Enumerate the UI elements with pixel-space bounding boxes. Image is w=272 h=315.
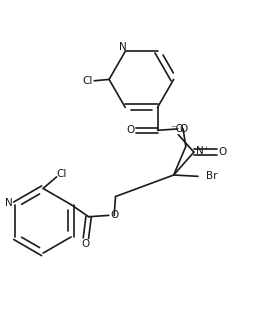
Text: O: O (179, 124, 187, 134)
Text: N: N (119, 42, 127, 52)
Text: O: O (126, 125, 134, 135)
Text: N: N (5, 198, 13, 208)
Text: Cl: Cl (57, 169, 67, 179)
Text: O: O (110, 210, 118, 220)
Text: O: O (219, 147, 227, 157)
Text: Cl: Cl (82, 76, 93, 86)
Text: Br: Br (206, 171, 218, 181)
Text: N⁺: N⁺ (196, 146, 209, 156)
Text: ⁻O: ⁻O (170, 124, 184, 134)
Text: O: O (82, 239, 90, 249)
